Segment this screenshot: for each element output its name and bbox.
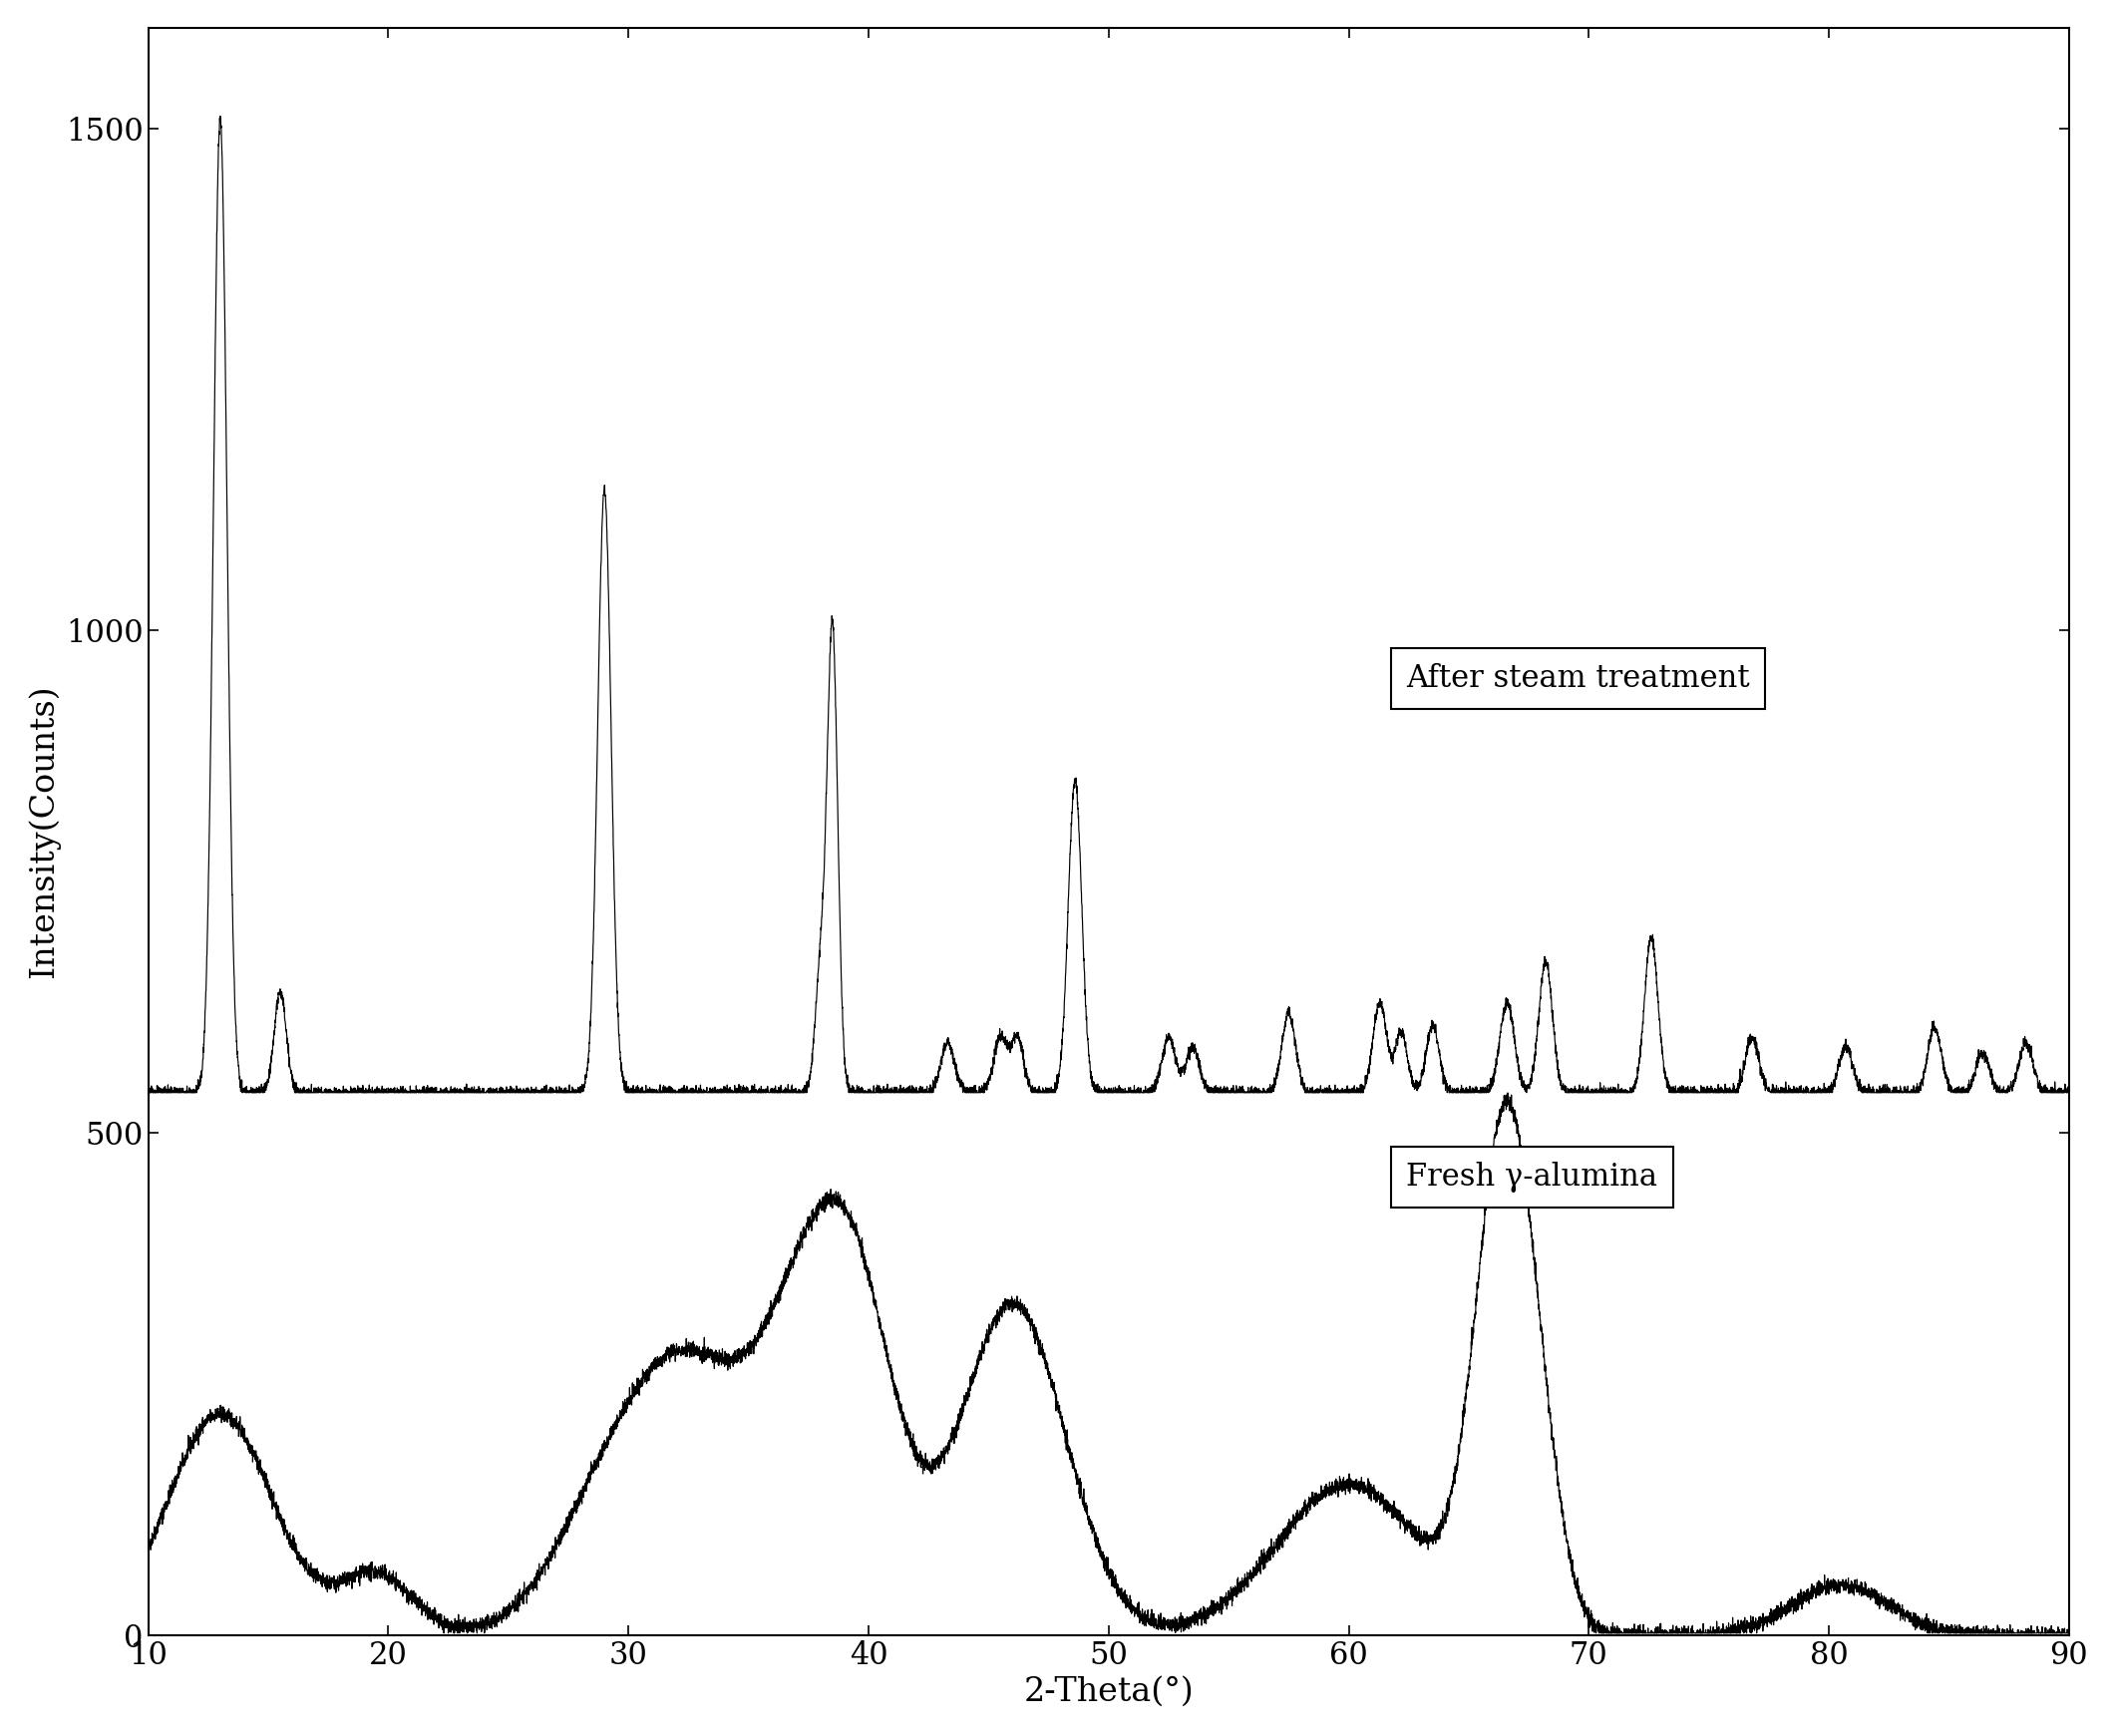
X-axis label: 2-Theta(°): 2-Theta(°) — [1024, 1677, 1193, 1708]
Text: After steam treatment: After steam treatment — [1407, 663, 1750, 694]
Y-axis label: Intensity(Counts): Intensity(Counts) — [28, 684, 59, 979]
Text: Fresh γ-alumina: Fresh γ-alumina — [1407, 1161, 1657, 1193]
